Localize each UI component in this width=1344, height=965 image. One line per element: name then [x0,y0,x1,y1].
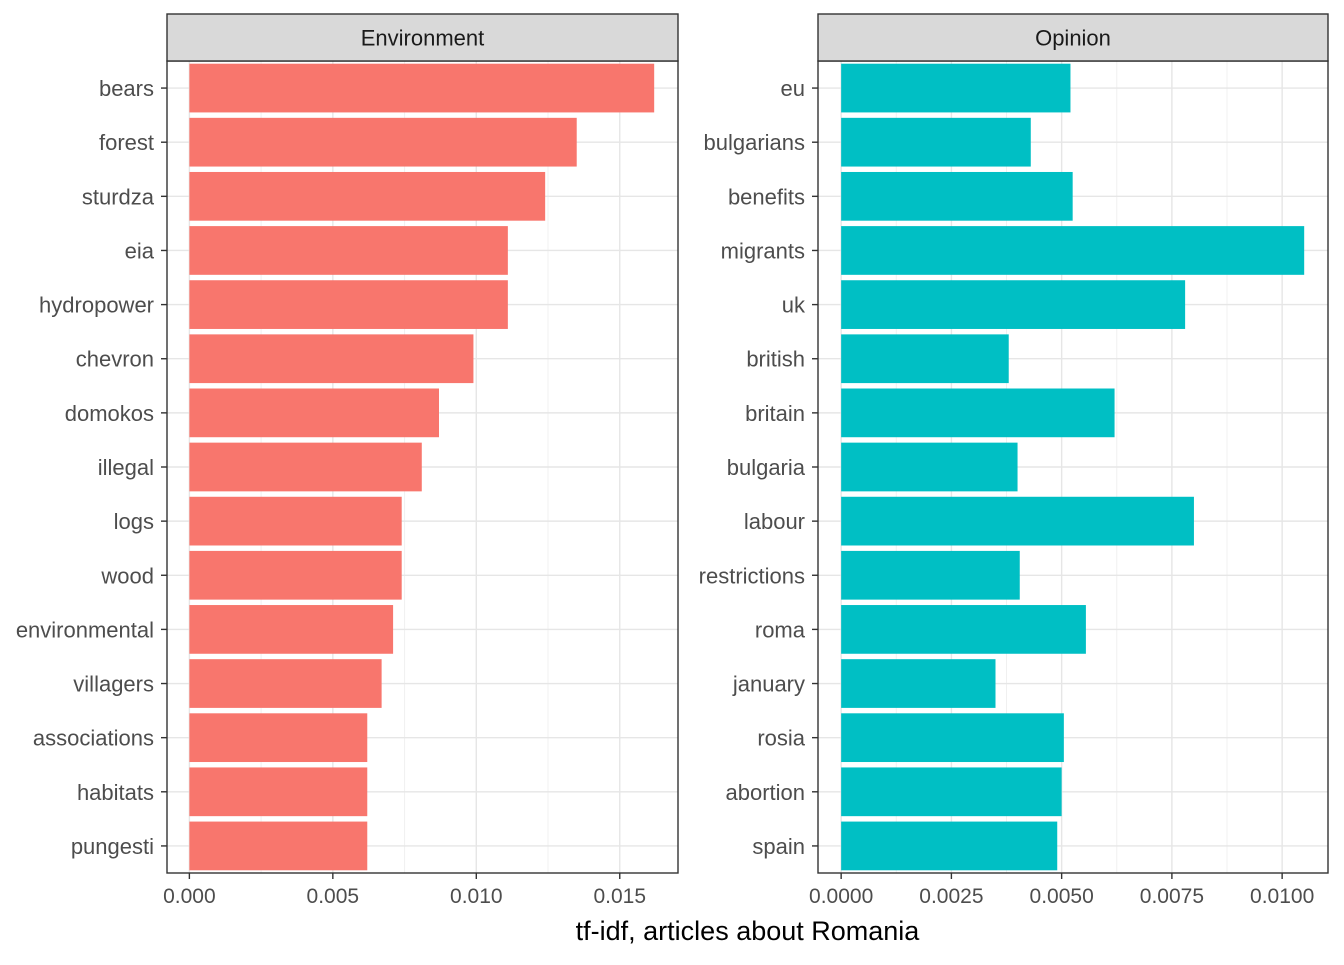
y-tick-label: illegal [98,455,154,480]
bar-eu [841,63,1071,113]
bar-pungesti [189,821,368,871]
bar-rosia [841,713,1064,763]
y-tick-label: habitats [77,780,154,805]
panel-opinion: Opinion eu bulgarians benefits migrants uk bri… [699,13,1329,908]
bar-logs [189,496,402,546]
bar-hydropower [189,280,508,329]
x-tick-label: 0.0000 [809,885,873,908]
bar-bulgaria [841,442,1018,492]
bar-britain [841,388,1115,438]
bar-eia [189,226,508,275]
y-tick-label: bulgarians [703,130,805,155]
bar-villagers [189,659,382,708]
y-tick-label: spain [752,834,805,859]
x-tick-label: 0.015 [593,885,646,908]
bar-british [841,334,1009,384]
y-tick-label: pungesti [71,834,154,859]
bar-wood [189,550,402,600]
bar-habitats [189,767,368,817]
bar-spain [841,821,1058,871]
y-tick-label: environmental [16,617,154,642]
x-tick-label: 0.000 [163,885,216,908]
panel-environment: Environment bears forest sturdza eia hydropow… [16,13,679,908]
y-tick-label: wood [100,563,154,588]
y-tick-label: benefits [728,184,805,209]
y-tick-label: january [732,672,805,697]
facet-strip-label: Environment [361,26,485,51]
y-tick-label: forest [99,130,154,155]
bar-roma [841,605,1086,654]
bar-domokos [189,388,439,438]
y-tick-label: associations [33,726,154,751]
bar-sturdza [189,171,546,221]
bar-chevron [189,334,474,384]
y-tick-label: hydropower [39,293,154,318]
x-axis-title: tf-idf, articles about Romania [576,916,921,946]
y-tick-label: rosia [757,726,805,751]
facet-strip-label: Opinion [1035,26,1111,51]
bar-forest [189,117,577,167]
y-tick-label: eia [125,238,155,263]
bar-abortion [841,767,1062,817]
bar-uk [841,280,1186,329]
x-tick-label: 0.005 [307,885,360,908]
y-tick-label: britain [745,401,805,426]
y-tick-label: restrictions [699,563,805,588]
y-tick-label: labour [744,509,805,534]
x-tick-label: 0.0100 [1250,885,1314,908]
bar-environmental [189,605,394,654]
bar-labour [841,496,1194,546]
bar-january [841,659,996,708]
y-tick-label: logs [114,509,154,534]
bar-bears [189,63,655,113]
y-tick-label: migrants [721,238,805,263]
y-tick-label: chevron [76,347,154,372]
y-tick-label: bulgaria [727,455,806,480]
y-tick-label: domokos [65,401,154,426]
bar-associations [189,713,368,763]
bar-bulgarians [841,117,1031,167]
y-tick-label: abortion [725,780,805,805]
x-tick-label: 0.0025 [919,885,983,908]
y-tick-label: bears [99,76,154,101]
x-tick-label: 0.0075 [1140,885,1204,908]
bar-benefits [841,171,1073,221]
x-tick-label: 0.0050 [1030,885,1094,908]
y-tick-label: british [746,347,805,372]
facet-strip [166,13,679,62]
y-tick-label: villagers [73,672,154,697]
bar-illegal [189,442,422,492]
facet-strip [817,13,1329,62]
y-tick-label: sturdza [82,184,155,209]
y-tick-label: eu [781,76,805,101]
y-tick-label: uk [782,293,806,318]
x-tick-label: 0.010 [450,885,503,908]
y-tick-label: roma [755,617,806,642]
bar-restrictions [841,550,1020,600]
bar-migrants [841,226,1305,275]
